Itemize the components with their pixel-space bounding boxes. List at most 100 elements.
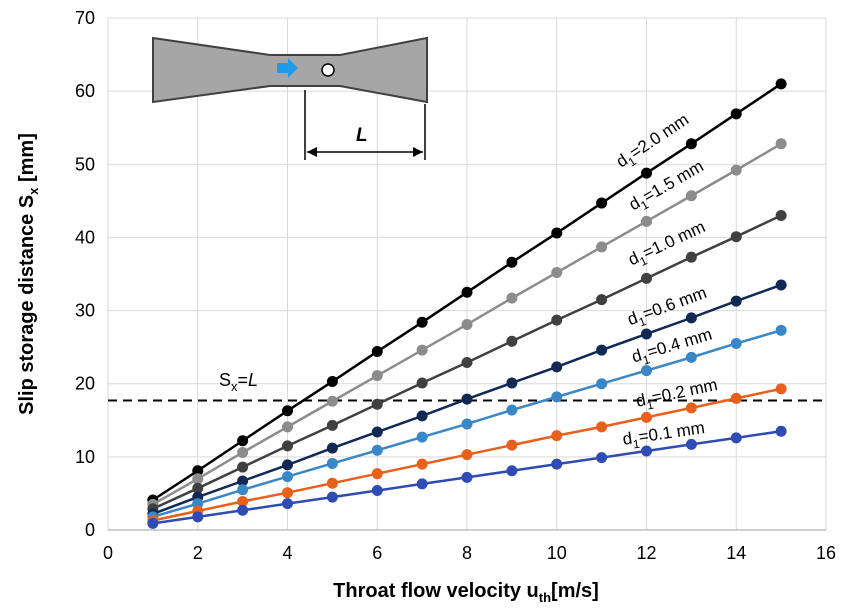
data-point <box>506 439 518 451</box>
data-point <box>596 421 608 433</box>
data-point <box>551 430 563 442</box>
y-tick-label: 10 <box>75 447 95 467</box>
data-point <box>730 231 742 243</box>
data-point <box>506 377 518 389</box>
data-point <box>551 458 563 470</box>
data-point <box>371 444 383 456</box>
y-tick-label: 60 <box>75 81 95 101</box>
data-point <box>551 391 563 403</box>
data-point <box>641 167 652 179</box>
y-tick-label: 30 <box>75 301 95 321</box>
data-point <box>282 487 293 499</box>
data-point <box>416 478 428 490</box>
y-tick-label: 20 <box>75 374 95 394</box>
data-point <box>192 465 204 477</box>
data-point <box>371 398 383 410</box>
data-point <box>641 445 652 457</box>
data-point <box>461 418 473 430</box>
x-tick-label: 0 <box>103 543 113 563</box>
data-point <box>282 471 293 483</box>
series-3 <box>147 279 787 520</box>
x-tick-labels: 0 2 4 6 8 10 12 14 16 <box>103 543 836 563</box>
data-point <box>282 440 293 452</box>
data-point <box>775 78 787 90</box>
data-point <box>596 294 608 306</box>
series-6 <box>147 425 787 529</box>
data-point <box>282 498 293 510</box>
data-point <box>730 392 742 404</box>
data-point <box>326 477 338 489</box>
x-axis-title: Throat flow velocity uth[m/s] <box>333 580 599 605</box>
data-point <box>551 314 563 326</box>
data-point <box>461 357 473 369</box>
length-arrowhead-left <box>307 147 317 157</box>
data-point <box>237 435 249 447</box>
series-2 <box>147 209 787 515</box>
data-point <box>371 370 383 382</box>
data-point <box>506 292 518 304</box>
data-point <box>596 241 608 253</box>
data-point <box>237 475 249 487</box>
data-point <box>237 446 249 458</box>
data-point <box>641 328 652 340</box>
data-point <box>775 138 787 150</box>
data-point <box>685 351 697 363</box>
data-point <box>237 495 249 507</box>
data-point <box>237 461 249 473</box>
particle-icon <box>321 63 335 77</box>
series-group <box>147 78 787 529</box>
data-point <box>730 432 742 444</box>
data-point <box>596 197 608 209</box>
venturi-inset: L <box>152 36 428 160</box>
data-point <box>326 395 338 407</box>
data-point <box>282 405 293 417</box>
data-point <box>237 484 249 496</box>
data-point <box>730 337 742 349</box>
data-point <box>371 426 383 438</box>
data-point <box>730 164 742 176</box>
data-point <box>775 209 787 221</box>
data-point <box>506 335 518 347</box>
data-point <box>685 438 697 450</box>
x-tick-label: 10 <box>547 543 567 563</box>
data-point <box>461 471 473 483</box>
data-point <box>730 108 742 120</box>
data-point <box>282 421 293 433</box>
data-point <box>551 361 563 373</box>
x-tick-label: 8 <box>462 543 472 563</box>
x-tick-label: 16 <box>816 543 836 563</box>
data-point <box>192 482 204 494</box>
length-arrowhead-right <box>413 147 423 157</box>
data-point <box>596 452 608 464</box>
data-point <box>416 344 428 356</box>
data-point <box>237 504 249 516</box>
data-point <box>775 425 787 437</box>
data-point <box>775 383 787 395</box>
data-point <box>416 410 428 422</box>
data-point <box>596 344 608 356</box>
data-point <box>685 402 697 414</box>
data-point <box>641 215 652 227</box>
data-point <box>730 295 742 307</box>
data-point <box>326 419 338 431</box>
data-point <box>461 449 473 461</box>
data-point <box>282 459 293 471</box>
x-tick-label: 6 <box>372 543 382 563</box>
data-point <box>326 491 338 503</box>
data-point <box>326 376 338 388</box>
flow-arrow-icon <box>277 58 298 78</box>
data-point <box>192 473 204 485</box>
data-point <box>551 227 563 239</box>
data-point <box>461 393 473 405</box>
data-point <box>685 312 697 324</box>
y-tick-label: 0 <box>85 520 95 540</box>
data-point <box>461 286 473 298</box>
reference-line-label: Sx=L <box>219 370 258 394</box>
y-tick-label: 50 <box>75 154 95 174</box>
inset-length-label: L <box>356 125 368 146</box>
y-tick-label: 70 <box>75 8 95 28</box>
x-tick-label: 14 <box>726 543 746 563</box>
data-point <box>685 138 697 150</box>
data-point <box>775 279 787 291</box>
